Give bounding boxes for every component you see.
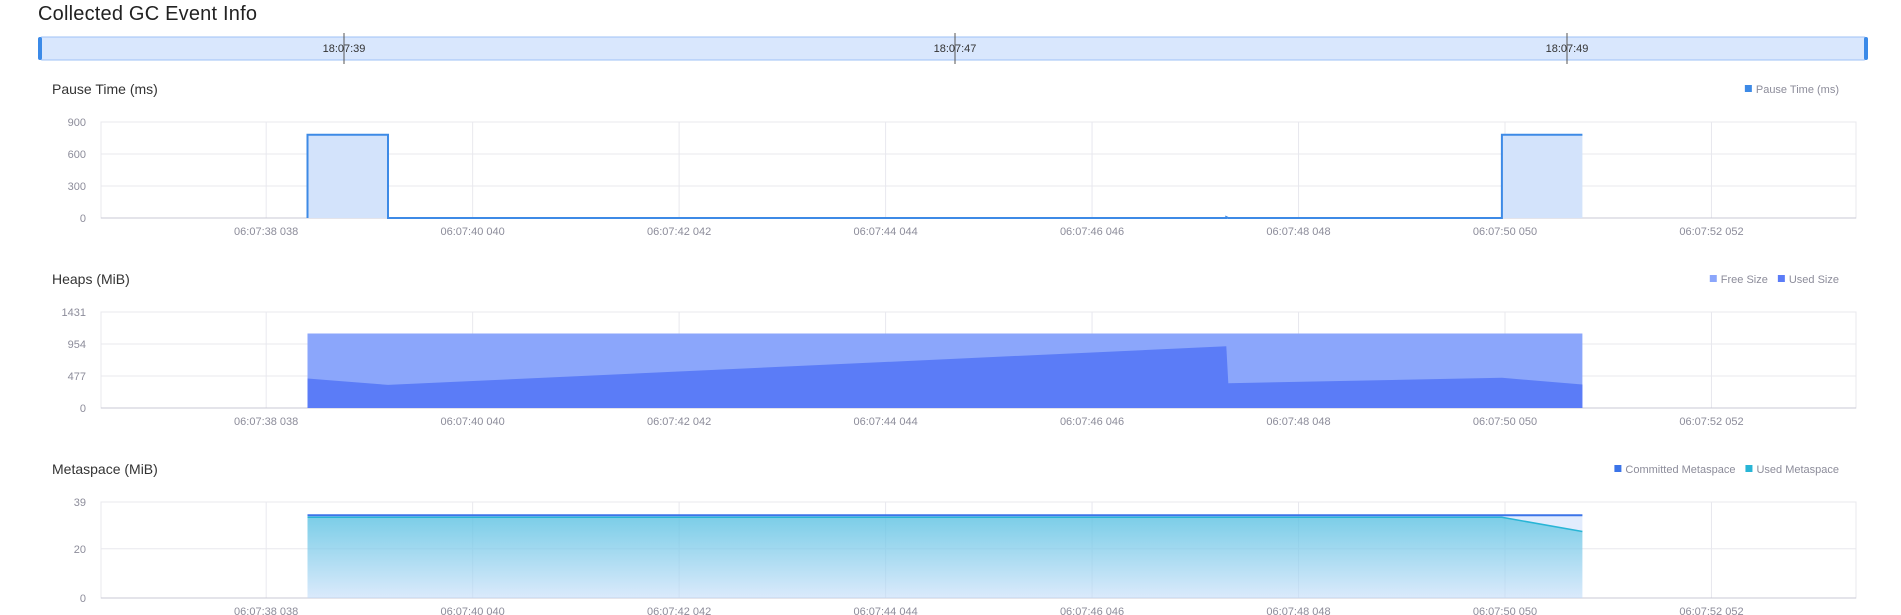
x-tick-label: 06:07:42 042 <box>647 606 711 615</box>
timeline-right-handle[interactable] <box>1864 37 1868 60</box>
x-tick-label: 06:07:46 046 <box>1060 226 1124 238</box>
timeline-slider[interactable]: 18:07:39 18:07:47 18:07:49 <box>0 30 1901 100</box>
chart-title: Metaspace (MiB) <box>52 461 158 477</box>
heaps-chart: Heaps (MiB) 0 477 954 1431 06:07:38 038 06:07:… <box>52 271 1857 428</box>
chart-title: Pause Time (ms) <box>52 81 158 97</box>
x-tick-label: 06:07:44 044 <box>853 416 917 428</box>
x-tick-label: 06:07:40 040 <box>441 226 505 238</box>
x-tick-label: 06:07:52 052 <box>1679 226 1743 238</box>
x-tick-label: 06:07:50 050 <box>1473 606 1537 615</box>
x-tick-label: 06:07:38 038 <box>234 226 298 238</box>
x-tick-label: 06:07:38 038 <box>234 606 298 615</box>
legend-label: Used Size <box>1789 274 1839 286</box>
x-tick-label: 06:07:48 048 <box>1266 606 1330 615</box>
x-tick-label: 06:07:48 048 <box>1266 226 1330 238</box>
y-tick-label: 0 <box>80 213 86 225</box>
y-tick-label: 300 <box>68 181 86 193</box>
legend-swatch <box>1709 275 1717 282</box>
y-tick-label: 0 <box>80 593 86 605</box>
pause-time-chart: Pause Time (ms) 0 300 600 900 06:07:38 038 06:… <box>52 81 1857 238</box>
y-tick-label: 900 <box>68 117 86 129</box>
x-tick-label: 06:07:44 044 <box>853 606 917 615</box>
x-tick-label: 06:07:52 052 <box>1679 416 1743 428</box>
x-tick-label: 06:07:38 038 <box>234 416 298 428</box>
y-tick-label: 600 <box>68 149 86 161</box>
page-title: Collected GC Event Info <box>38 3 258 25</box>
pause-line <box>306 133 1583 219</box>
x-tick-label: 06:07:44 044 <box>853 226 917 238</box>
meta-used-line <box>307 516 1583 533</box>
timeline-left-handle[interactable] <box>38 37 42 60</box>
x-tick-label: 06:07:40 040 <box>441 416 505 428</box>
x-tick-label: 06:07:42 042 <box>647 416 711 428</box>
pause-area <box>307 134 1583 218</box>
legend-label: Committed Metaspace <box>1625 464 1735 476</box>
y-tick-label: 1431 <box>62 307 86 319</box>
y-tick-label: 477 <box>68 371 86 383</box>
x-tick-label: 06:07:40 040 <box>441 606 505 615</box>
legend-label: Used Metaspace <box>1756 464 1839 476</box>
x-tick-label: 06:07:42 042 <box>647 226 711 238</box>
y-tick-label: 954 <box>68 339 86 351</box>
x-tick-label: 06:07:50 050 <box>1473 226 1537 238</box>
timeline-label-1: 18:07:39 <box>323 43 366 55</box>
x-tick-label: 06:07:50 050 <box>1473 416 1537 428</box>
timeline-label-2: 18:07:47 <box>934 43 977 55</box>
meta-used-area <box>307 517 1583 598</box>
x-tick-label: 06:07:46 046 <box>1060 416 1124 428</box>
y-tick-label: 0 <box>80 403 86 415</box>
y-tick-label: 20 <box>74 544 86 556</box>
metaspace-chart: Metaspace (MiB) 0 20 39 06:07:38 038 06:07:40… <box>52 461 1857 615</box>
legend-swatch <box>1745 465 1753 472</box>
x-tick-label: 06:07:52 052 <box>1679 606 1743 615</box>
x-tick-label: 06:07:48 048 <box>1266 416 1330 428</box>
heap-used-area <box>307 346 1583 408</box>
y-tick-label: 39 <box>74 497 86 509</box>
legend-swatch <box>1777 275 1785 282</box>
legend-swatch <box>1614 465 1622 472</box>
x-tick-label: 06:07:46 046 <box>1060 606 1124 615</box>
chart-title: Heaps (MiB) <box>52 271 130 287</box>
legend-swatch <box>1744 85 1752 92</box>
legend-label: Free Size <box>1721 274 1768 286</box>
timeline-label-3: 18:07:49 <box>1546 43 1589 55</box>
legend-label: Pause Time (ms) <box>1756 84 1839 96</box>
